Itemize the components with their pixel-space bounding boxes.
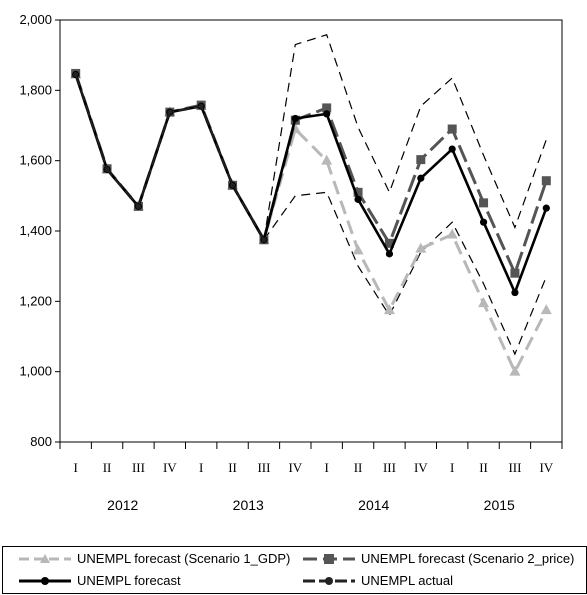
x-quarter-label: II xyxy=(228,460,237,475)
legend-label-scenario2: UNEMPL forecast (Scenario 2_price) xyxy=(361,551,575,566)
y-tick-label: 1,600 xyxy=(19,153,52,168)
x-year-label: 2014 xyxy=(358,497,389,513)
legend-item-forecast: UNEMPL forecast xyxy=(17,573,181,588)
legend-swatch-forecast xyxy=(19,576,71,585)
x-quarter-label: III xyxy=(508,460,521,475)
x-quarter-label: III xyxy=(132,460,145,475)
x-year-label: 2013 xyxy=(233,497,264,513)
y-tick-label: 1,200 xyxy=(19,293,52,308)
series-forecast-point xyxy=(448,145,456,153)
y-tick-label: 2,000 xyxy=(19,12,52,27)
series-scenario2-point xyxy=(353,187,363,197)
legend-swatch-scenario1 xyxy=(19,553,71,563)
legend-label-actual: UNEMPL actual xyxy=(361,573,453,588)
series-forecast-point xyxy=(511,288,519,297)
x-quarter-label: III xyxy=(383,460,396,475)
series-scenario2-point xyxy=(479,198,489,208)
x-quarter-label: IV xyxy=(539,460,553,475)
series-actual-point xyxy=(104,166,110,173)
series-scenario2-point xyxy=(322,103,332,113)
x-quarter-label: I xyxy=(199,460,203,475)
x-year-label: 2012 xyxy=(107,497,138,513)
legend-swatch-scenario2 xyxy=(303,553,355,564)
legend-label-scenario1: UNEMPL forecast (Scenario 1_GDP) xyxy=(77,551,291,566)
series-scenario1-point xyxy=(383,304,395,315)
series-forecast-point xyxy=(385,250,394,258)
series-scenario1-point xyxy=(415,242,427,253)
y-tick-label: 1,000 xyxy=(19,364,52,379)
x-quarter-label: IV xyxy=(288,460,302,475)
series-actual-point xyxy=(261,237,267,243)
series-scenario2-point xyxy=(541,176,551,186)
legend-item-actual: UNEMPL actual xyxy=(301,573,453,588)
series-scenario1-point xyxy=(352,244,364,255)
x-quarter-label: I xyxy=(74,460,78,475)
chart-legend: UNEMPL forecast (Scenario 1_GDP) UNEMPL … xyxy=(2,546,587,594)
series-actual-point xyxy=(73,71,79,78)
series-forecast-point xyxy=(291,114,299,123)
series-lower-line xyxy=(263,191,547,356)
y-tick-label: 1,400 xyxy=(19,223,52,238)
series-scenario2-point xyxy=(447,124,457,134)
legend-item-scenario1: UNEMPL forecast (Scenario 1_GDP) xyxy=(17,551,290,566)
series-forecast-point xyxy=(354,195,362,203)
x-quarter-label: III xyxy=(257,460,270,475)
x-quarter-label: IV xyxy=(163,460,177,475)
x-quarter-label: I xyxy=(325,460,329,475)
x-quarter-label: II xyxy=(103,460,112,475)
legend-label-forecast: UNEMPL forecast xyxy=(77,573,181,588)
series-scenario1-point xyxy=(321,154,333,165)
series-actual-point xyxy=(229,182,236,188)
series-upper-line xyxy=(263,34,547,240)
y-tick-label: 800 xyxy=(30,434,52,449)
x-quarter-label: II xyxy=(354,460,363,475)
legend-item-scenario2: UNEMPL forecast (Scenario 2_price) xyxy=(301,551,574,566)
x-year-label: 2015 xyxy=(484,497,515,513)
series-scenario1-point xyxy=(478,297,490,308)
y-tick-label: 1,800 xyxy=(19,82,52,97)
x-quarter-label: IV xyxy=(414,460,428,475)
x-quarter-label: I xyxy=(450,460,454,475)
series-forecast-point xyxy=(542,204,550,212)
legend-swatch-actual xyxy=(303,576,355,585)
series-scenario1-point xyxy=(509,365,521,376)
series-forecast-point xyxy=(479,218,488,226)
series-actual-point xyxy=(198,103,204,109)
series-scenario2-line xyxy=(74,73,548,278)
series-scenario2-point xyxy=(510,268,520,278)
series-scenario1-point xyxy=(540,304,552,315)
series-forecast-point xyxy=(323,110,331,118)
series-scenario1-line xyxy=(74,74,548,376)
series-scenario2-point xyxy=(384,238,394,248)
series-scenario2-point xyxy=(416,155,426,165)
series-forecast-point xyxy=(417,174,425,182)
x-quarter-label: II xyxy=(479,460,488,475)
series-scenario1-point xyxy=(446,228,458,239)
series-actual-point xyxy=(167,109,173,115)
series-actual-point xyxy=(135,203,142,209)
